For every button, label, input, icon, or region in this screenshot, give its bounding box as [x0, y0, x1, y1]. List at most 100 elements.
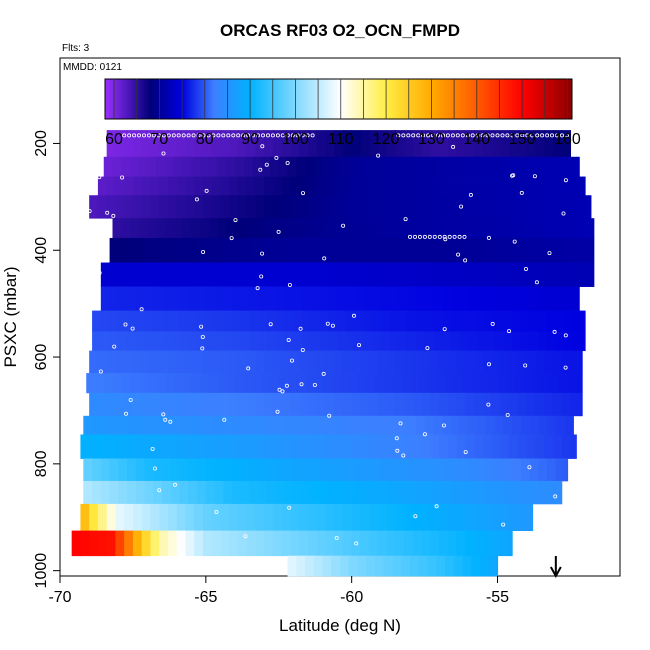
y-tick-label: 400: [33, 237, 50, 264]
x-tick-label: -70: [48, 589, 71, 606]
heatmap-cell: [211, 392, 222, 417]
sample-marker: [525, 133, 530, 138]
heatmap-cell: [173, 156, 184, 177]
heatmap-cell: [214, 237, 224, 263]
heatmap-cell: [348, 373, 359, 394]
heatmap-cell: [369, 434, 379, 459]
heatmap-cell: [214, 331, 224, 352]
y-tick-label: 800: [33, 450, 50, 477]
heatmap-cell: [162, 458, 172, 482]
sample-marker: [186, 133, 191, 138]
sample-marker: [450, 133, 455, 138]
heatmap-cell: [547, 310, 557, 332]
sample-marker: [280, 133, 285, 138]
heatmap-cell: [337, 458, 347, 482]
heatmap-cell: [112, 373, 122, 394]
heatmap-cell: [377, 503, 388, 532]
heatmap-cell: [535, 176, 545, 196]
heatmap-cell: [264, 130, 274, 158]
heatmap-cell: [503, 415, 513, 435]
sample-marker: [395, 448, 400, 453]
heatmap-cell: [138, 218, 149, 239]
heatmap-cell: [380, 458, 391, 482]
heatmap-cell: [354, 415, 364, 435]
heatmap-cell: [176, 434, 187, 459]
heatmap-cell: [281, 130, 292, 158]
heatmap-cell: [150, 176, 160, 196]
heatmap-cell: [421, 176, 432, 196]
heatmap-cell: [109, 286, 119, 311]
heatmap-cell: [185, 503, 195, 532]
heatmap-cell: [281, 195, 292, 219]
heatmap-cell: [383, 218, 394, 239]
heatmap-cell: [328, 237, 338, 263]
sample-marker: [258, 167, 263, 172]
heatmap-cell: [229, 530, 239, 557]
flights-note: Flts: 3: [62, 43, 90, 54]
heatmap-cell: [194, 350, 204, 374]
heatmap-cell: [319, 286, 329, 311]
heatmap-cell: [319, 480, 329, 505]
heatmap-cell: [167, 176, 178, 196]
sample-marker: [156, 133, 161, 138]
heatmap-cell: [491, 503, 502, 532]
heatmap-cell: [520, 415, 531, 435]
sample-marker: [124, 411, 129, 416]
heatmap-cell: [240, 237, 251, 263]
heatmap-cell: [194, 530, 204, 557]
heatmap-cell: [357, 373, 367, 394]
heatmap-cell: [281, 176, 292, 196]
heatmap-cell: [573, 331, 583, 352]
heatmap-cell: [407, 458, 417, 482]
sample-marker: [505, 133, 510, 138]
heatmap-cell: [162, 310, 172, 332]
heatmap-cell: [345, 331, 356, 352]
heatmap-cell: [240, 480, 251, 505]
heatmap-cell: [424, 415, 434, 435]
sample-marker: [520, 133, 525, 138]
heatmap-cell: [576, 373, 583, 394]
heatmap-cell: [369, 176, 379, 196]
heatmap-cell: [398, 331, 408, 352]
sample-marker: [325, 321, 330, 326]
heatmap-cell: [211, 503, 222, 532]
heatmap-cell: [307, 350, 318, 374]
heatmap-cell: [264, 503, 274, 532]
heatmap-cell: [331, 156, 341, 177]
heatmap-cell: [223, 262, 233, 287]
sample-marker: [447, 234, 452, 239]
heatmap-cell: [547, 331, 557, 352]
heatmap-cell: [520, 458, 531, 482]
sample-marker: [456, 252, 461, 257]
sample-marker: [236, 133, 241, 138]
heatmap-cell: [258, 237, 268, 263]
heatmap-cell: [293, 286, 303, 311]
heatmap-cell: [147, 373, 157, 394]
heatmap-cell: [159, 130, 169, 158]
sample-marker: [560, 133, 565, 138]
heatmap-cell: [462, 156, 472, 177]
heatmap-cell: [284, 286, 294, 311]
heatmap-cell: [150, 350, 160, 374]
heatmap-cell: [471, 555, 481, 577]
heatmap-cell: [369, 530, 379, 557]
heatmap-cell: [331, 555, 341, 577]
heatmap-cell: [162, 262, 172, 287]
sample-marker: [300, 133, 305, 138]
heatmap-cell: [459, 310, 469, 332]
heatmap-cell: [249, 458, 259, 482]
heatmap-cell: [354, 237, 364, 263]
heatmap-cell: [299, 350, 309, 374]
heatmap-cell: [480, 218, 490, 239]
sample-marker: [163, 417, 168, 422]
x-axis: -70 -65 -60 -55: [48, 576, 509, 606]
heatmap-cell: [424, 262, 434, 287]
heatmap-cell: [520, 262, 531, 287]
heatmap-cell: [132, 530, 143, 557]
arrow-head: [549, 566, 562, 579]
heatmap-cell: [293, 480, 303, 505]
heatmap-cell: [80, 434, 90, 459]
heatmap-cell: [360, 503, 370, 532]
heatmap-cell: [243, 373, 254, 394]
heatmap-cell: [264, 195, 274, 219]
